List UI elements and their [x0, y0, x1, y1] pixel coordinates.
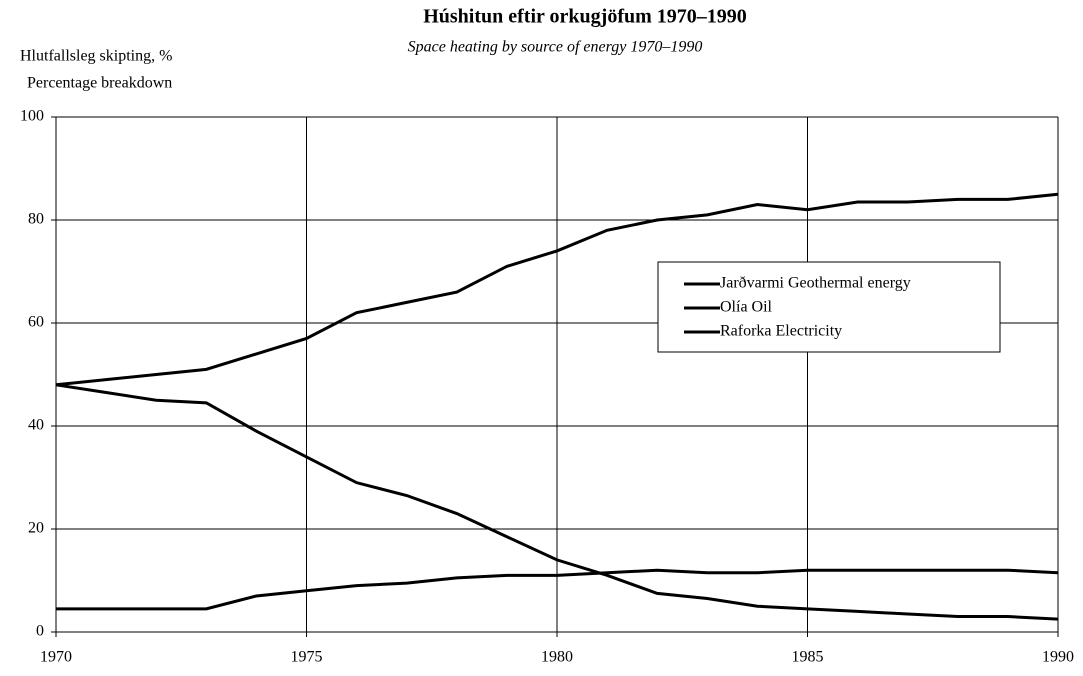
- x-tick-label: 1980: [541, 649, 573, 666]
- x-tick-label: 1990: [1042, 649, 1074, 666]
- legend-label: Olía Oil: [720, 299, 773, 316]
- y-axis-label: Percentage breakdown: [27, 75, 172, 92]
- legend-label: Jarðvarmi Geothermal energy: [720, 275, 911, 292]
- chart-subtitle: Space heating by source of energy 1970–1…: [408, 39, 703, 56]
- y-tick-label: 100: [20, 108, 44, 125]
- y-axis-label: Hlutfallsleg skipting, %: [20, 48, 172, 65]
- x-tick-label: 1975: [291, 649, 323, 666]
- series-line: [56, 568, 1059, 611]
- y-tick-label: 80: [28, 211, 44, 228]
- y-tick-label: 0: [36, 623, 44, 640]
- x-tick-label: 1985: [792, 649, 824, 666]
- y-tick-label: 20: [28, 520, 44, 537]
- y-tick-label: 40: [28, 417, 44, 434]
- y-tick-label: 60: [28, 314, 44, 331]
- chart-title: Húshitun eftir orkugjöfum 1970–1990: [423, 6, 747, 28]
- x-tick-label: 1970: [40, 649, 72, 666]
- legend-label: Raforka Electricity: [720, 323, 842, 340]
- series-line: [55, 192, 1059, 387]
- series-line: [55, 383, 1059, 621]
